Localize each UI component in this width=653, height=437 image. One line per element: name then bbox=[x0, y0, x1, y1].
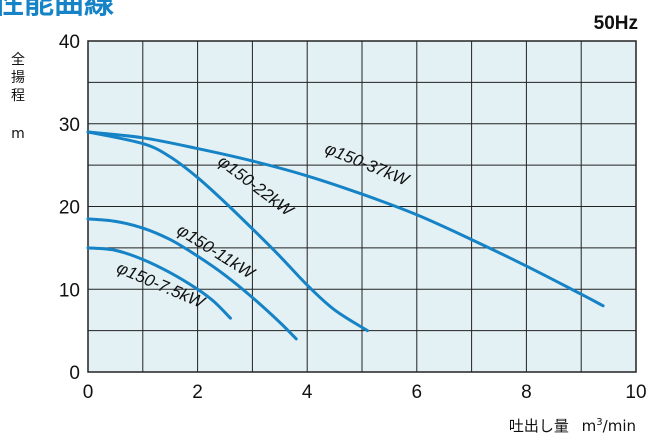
y-tick-label: 30 bbox=[59, 115, 80, 136]
series-line-150-22kw bbox=[86, 130, 369, 333]
series-line-150-11kw bbox=[86, 217, 298, 341]
x-axis-label-text: 吐出し量 bbox=[509, 417, 569, 435]
y-axis-label-char-2: 揚 bbox=[11, 69, 25, 86]
chart-title: 性能曲線 bbox=[0, 0, 114, 21]
y-tick-label: 0 bbox=[69, 363, 80, 384]
x-axis-unit-superscript: 3 bbox=[596, 417, 602, 428]
series-line-150-7.5kw bbox=[86, 246, 232, 320]
series-line-150-37kw bbox=[86, 130, 605, 308]
x-tick-label: 2 bbox=[192, 382, 203, 403]
y-axis-label-char-3: 程 bbox=[11, 88, 25, 104]
x-axis-unit: m bbox=[582, 417, 597, 435]
x-tick-label: 10 bbox=[625, 382, 646, 403]
y-tick-label: 10 bbox=[59, 280, 80, 301]
x-tick-label: 8 bbox=[521, 382, 532, 403]
y-tick-label: 40 bbox=[59, 32, 80, 53]
x-tick-label: 4 bbox=[302, 382, 313, 403]
x-tick-label: 6 bbox=[412, 382, 423, 403]
x-tick-label: 0 bbox=[83, 382, 94, 403]
x-axis-label: 吐出し量 m3/min bbox=[509, 417, 636, 435]
frequency-label: 50Hz bbox=[594, 13, 638, 34]
axis-ticks: 0 2 4 6 8 10 0 10 20 30 40 bbox=[59, 32, 647, 403]
y-axis-label-char-1: 全 bbox=[11, 51, 25, 68]
grid bbox=[87, 40, 637, 373]
y-axis-label: 全 揚 程 m bbox=[11, 51, 25, 142]
y-axis-unit: m bbox=[11, 126, 25, 142]
y-tick-label: 20 bbox=[59, 198, 80, 219]
plot-frame bbox=[87, 40, 637, 373]
x-axis-unit-rest: /min bbox=[603, 417, 636, 435]
series-lines bbox=[86, 130, 605, 341]
